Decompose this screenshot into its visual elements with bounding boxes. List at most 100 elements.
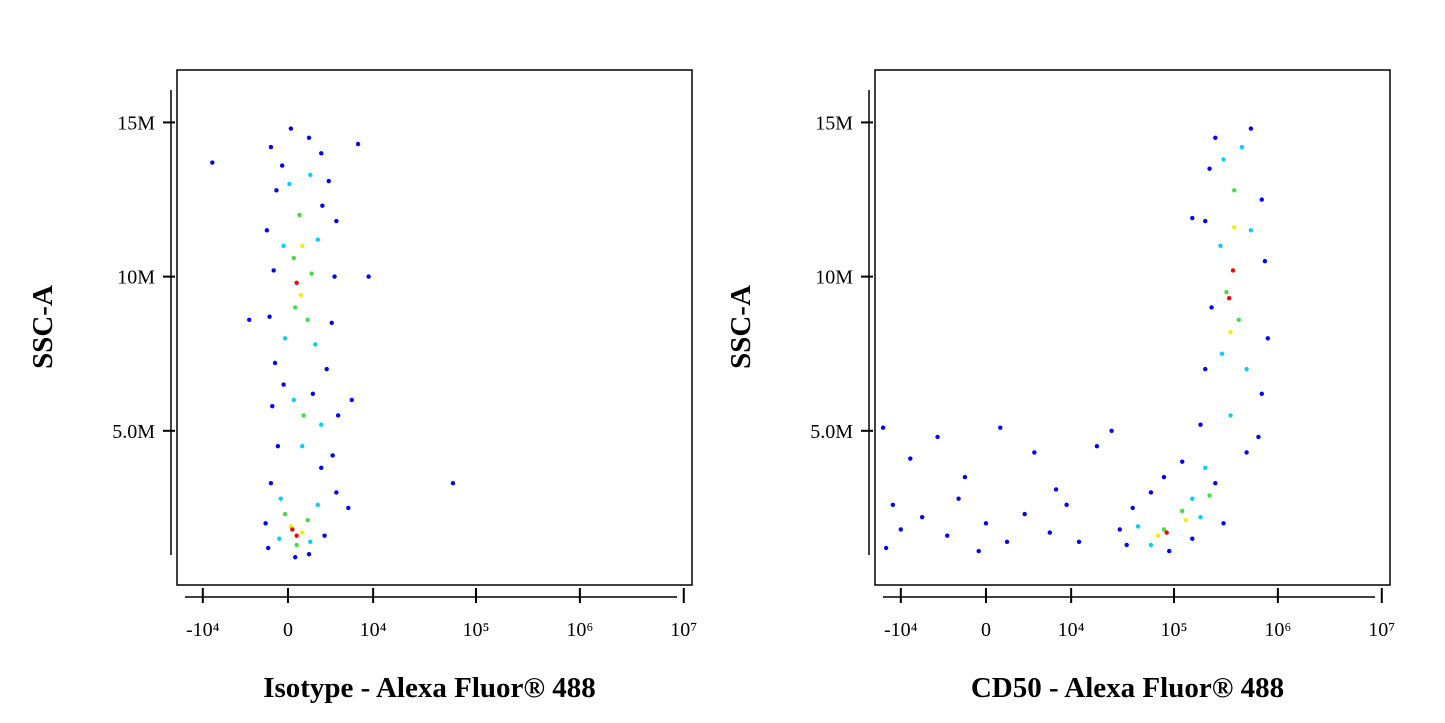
event-dot xyxy=(266,545,271,551)
event-dot xyxy=(332,274,337,279)
event-dot xyxy=(1265,336,1271,341)
event-dot xyxy=(1190,536,1195,541)
x-tick-label: 10⁵ xyxy=(1161,619,1188,641)
y-axis-label: SSC-A xyxy=(27,285,59,369)
event-dot xyxy=(1228,329,1233,335)
event-dot xyxy=(1148,542,1154,548)
event-dot xyxy=(1022,511,1027,517)
event-dot xyxy=(1183,518,1189,523)
event-dot xyxy=(282,511,288,517)
x-tick-label: -10⁴ xyxy=(186,619,220,641)
y-tick-label: 10M xyxy=(117,267,155,289)
x-tick-label: 10⁴ xyxy=(360,619,387,641)
event-dot xyxy=(313,342,318,347)
event-dot xyxy=(315,237,320,242)
event-dot xyxy=(1190,496,1195,501)
event-dot xyxy=(1004,539,1010,545)
event-dot xyxy=(1248,228,1254,233)
x-axis-label: CD50 - Alexa Fluor® 488 xyxy=(971,672,1284,704)
event-dot xyxy=(976,548,981,554)
event-dot xyxy=(1221,521,1226,526)
x-tick-label: 10⁶ xyxy=(1264,619,1291,641)
event-dot xyxy=(319,151,324,156)
event-dot xyxy=(294,280,299,285)
event-dot xyxy=(1155,533,1161,538)
event-dot xyxy=(1207,166,1212,171)
event-dot xyxy=(334,218,339,224)
event-dot xyxy=(1227,296,1232,301)
event-dot xyxy=(1124,542,1129,548)
event-dot xyxy=(300,444,305,449)
event-dot xyxy=(272,360,278,366)
event-dot xyxy=(983,521,989,526)
event-dot xyxy=(1190,215,1195,221)
x-tick-label: 10⁵ xyxy=(463,619,490,641)
event-dot xyxy=(294,533,299,538)
event-dot xyxy=(1259,197,1264,202)
event-dot xyxy=(1117,527,1122,532)
event-dot xyxy=(319,422,324,427)
event-dot xyxy=(308,172,313,178)
event-dot xyxy=(1032,450,1037,455)
event-dot xyxy=(919,514,925,520)
event-dot xyxy=(277,536,282,541)
event-dot xyxy=(935,434,940,440)
event-dot xyxy=(1239,144,1245,150)
event-dot xyxy=(945,533,950,538)
event-dot xyxy=(1213,481,1218,486)
event-dot xyxy=(346,505,351,511)
y-axis-label: SSC-A xyxy=(725,285,757,369)
event-dot xyxy=(890,502,896,508)
event-dot xyxy=(291,397,296,403)
event-dot xyxy=(1094,444,1100,449)
event-dot xyxy=(1167,548,1172,554)
event-dot xyxy=(1161,474,1167,480)
event-dot xyxy=(1180,508,1185,514)
event-dot xyxy=(293,305,298,310)
event-dot xyxy=(366,274,371,279)
event-dot xyxy=(349,397,354,403)
y-tick-label: 5.0M xyxy=(112,421,155,443)
event-dot xyxy=(310,391,316,397)
event-dot xyxy=(330,453,335,458)
event-dot xyxy=(270,403,275,409)
event-dot xyxy=(1213,135,1218,141)
event-dot xyxy=(309,271,314,276)
y-tick-label: 15M xyxy=(117,112,155,134)
x-tick-label: 0 xyxy=(283,619,293,641)
event-dot xyxy=(297,212,302,218)
event-dot xyxy=(315,502,320,508)
event-dot xyxy=(883,545,889,551)
event-dot xyxy=(322,533,327,538)
plot-frame xyxy=(874,69,1391,586)
event-dot xyxy=(281,243,286,248)
event-dot xyxy=(1218,243,1223,248)
event-dot xyxy=(1248,126,1254,131)
event-dot xyxy=(305,518,310,523)
event-dot xyxy=(263,521,268,526)
event-dot xyxy=(1232,188,1237,193)
event-dot xyxy=(1064,502,1069,508)
event-dot xyxy=(335,413,341,418)
x-tick-label: 10⁶ xyxy=(566,619,593,641)
event-dot xyxy=(962,474,968,480)
event-dot xyxy=(1198,514,1203,520)
event-dot xyxy=(1256,434,1261,440)
event-dot xyxy=(1207,493,1212,498)
x-tick-label: 10⁷ xyxy=(1368,619,1395,641)
event-dot xyxy=(1230,268,1236,273)
event-dot xyxy=(1148,490,1154,495)
event-dot xyxy=(898,527,904,532)
event-dot xyxy=(306,135,312,141)
event-dot xyxy=(291,255,296,261)
event-dot xyxy=(1203,465,1208,471)
event-dot xyxy=(287,181,292,187)
event-dot xyxy=(320,203,325,208)
event-dot xyxy=(1221,157,1226,162)
event-dot xyxy=(274,188,279,193)
x-tick-label: 0 xyxy=(981,619,991,641)
event-dot xyxy=(1161,527,1167,532)
event-dot xyxy=(908,456,913,461)
event-dot xyxy=(324,366,329,372)
event-dot xyxy=(308,539,313,545)
